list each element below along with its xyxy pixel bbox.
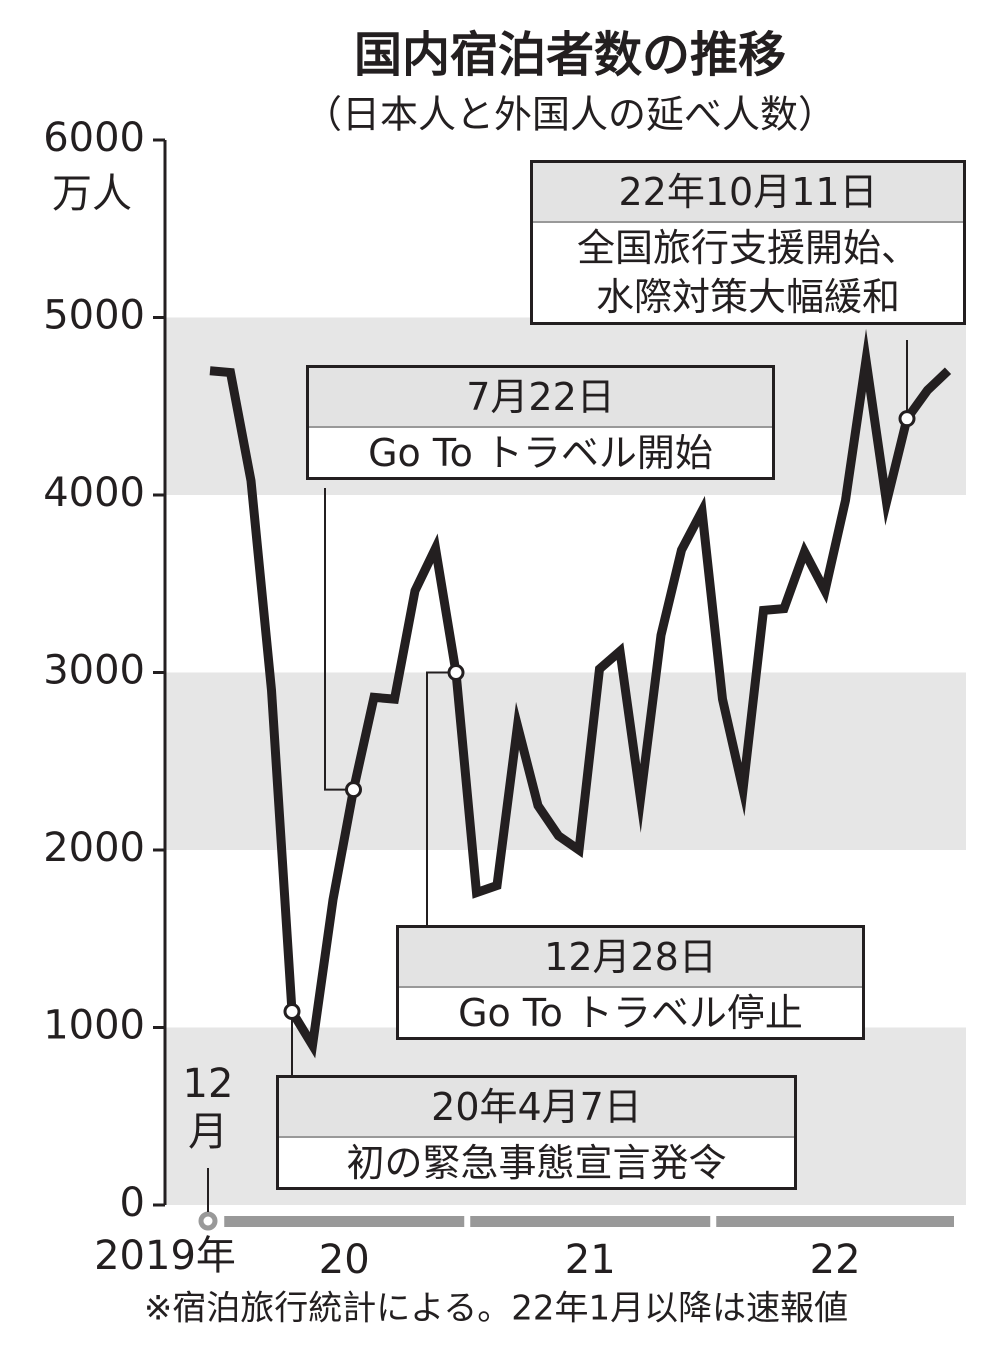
annotation-box: 20年4月7日 初の緊急事態宣言発令 xyxy=(276,1075,797,1190)
year-bar xyxy=(470,1216,711,1227)
annotation-date: 22年10月11日 xyxy=(533,163,963,223)
chart-subtitle: （日本人と外国人の延べ人数） xyxy=(304,93,836,137)
annotation-text: Go To トラベル開始 xyxy=(368,430,713,475)
x-year-label: 20 xyxy=(319,1237,370,1283)
year-bar xyxy=(224,1216,465,1227)
chart-title: 国内宿泊者数の推移 xyxy=(354,27,786,83)
y-tick-label: 6000 xyxy=(43,115,145,161)
band xyxy=(165,672,966,850)
annotation-point xyxy=(283,1003,301,1021)
x-start-dot xyxy=(198,1211,218,1231)
y-tick-label: 2000 xyxy=(43,825,145,871)
y-tick-label: 0 xyxy=(120,1180,145,1226)
annotation-text: 水際対策大幅緩和 xyxy=(595,275,900,319)
data-line xyxy=(209,328,952,1059)
annotation-leader xyxy=(426,671,456,925)
y-tick-label: 1000 xyxy=(43,1003,145,1049)
y-tick-label: 3000 xyxy=(43,648,145,694)
y-unit: 万人 xyxy=(52,171,132,217)
annotation-point xyxy=(898,410,916,428)
annotation-box: 7月22日 Go To トラベル開始 xyxy=(306,365,775,480)
x-year-label: 22 xyxy=(810,1237,861,1283)
annotation-text: 全国旅行支援開始、 xyxy=(576,225,919,270)
annotation-text: 初の緊急事態宣言発令 xyxy=(346,1140,727,1185)
annotation-point xyxy=(345,781,362,799)
x-year-label: 21 xyxy=(565,1237,616,1283)
footnote: ※宿泊旅行統計による。22年1月以降は速報値 xyxy=(144,1289,848,1329)
annotation-text: Go To トラベル停止 xyxy=(458,990,803,1035)
year-bar xyxy=(716,1216,954,1227)
x-tick-label: 12月 xyxy=(182,1061,234,1155)
annotation-box: 22年10月11日 全国旅行支援開始、 水際対策大幅緩和 xyxy=(530,160,966,325)
x-year-label: 2019年 xyxy=(94,1233,236,1279)
y-tick-label: 4000 xyxy=(43,470,145,516)
annotation-box: 12月28日 Go To トラベル停止 xyxy=(396,925,865,1040)
annotation-date: 12月28日 xyxy=(399,928,862,988)
annotation-date: 7月22日 xyxy=(309,368,772,428)
annotation-date: 20年4月7日 xyxy=(279,1078,794,1138)
annotation-leader xyxy=(324,488,354,791)
annotation-point xyxy=(447,664,465,681)
y-tick-label: 5000 xyxy=(43,293,145,339)
